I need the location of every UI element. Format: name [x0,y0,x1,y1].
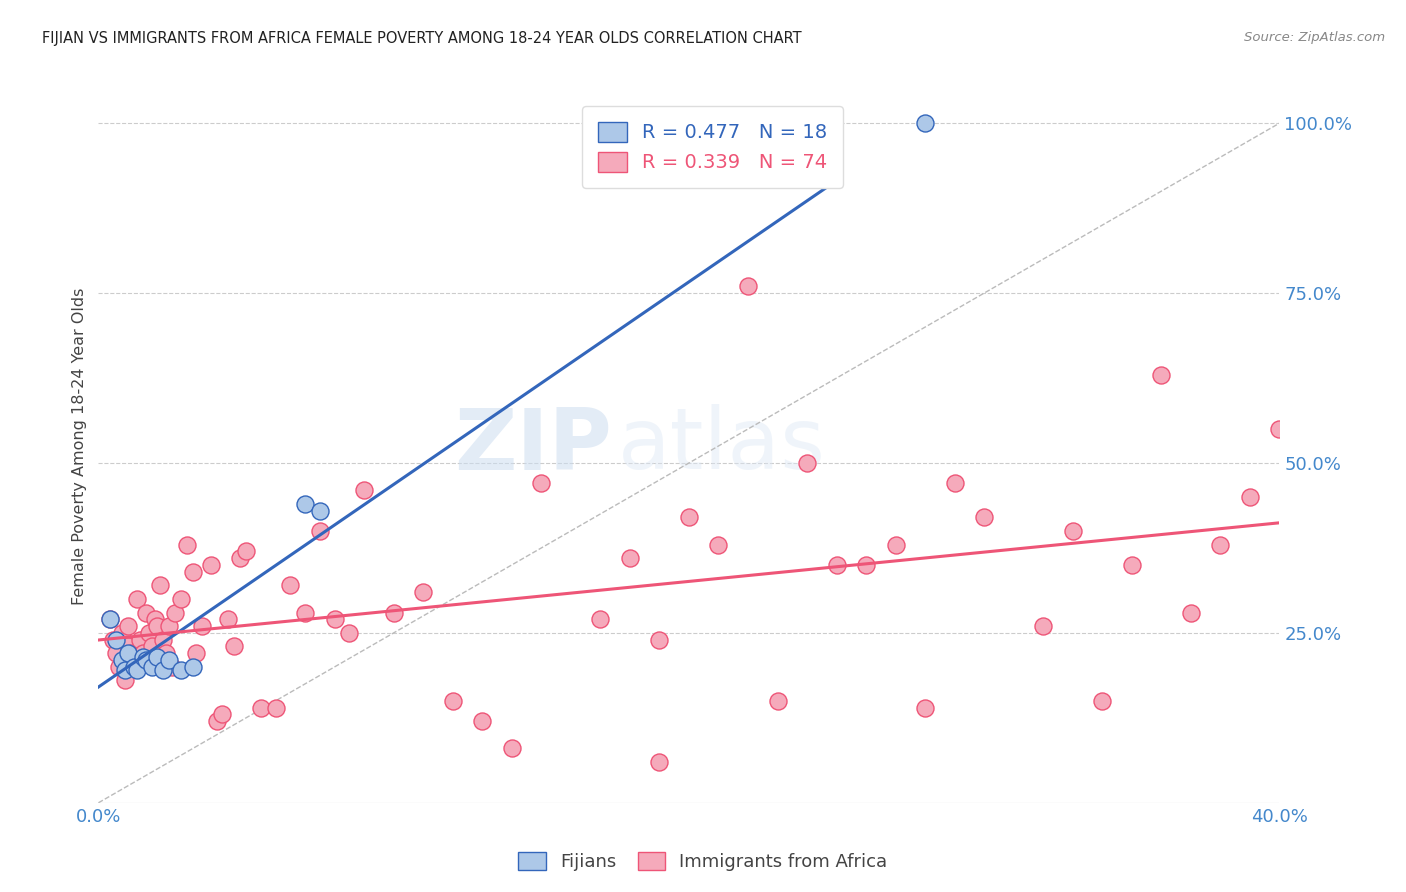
Point [141,640,163,654]
Text: atlas: atlas [619,404,827,488]
Point [914,116,936,130]
Point [278,578,302,592]
Point [441,694,464,708]
Point [141,660,163,674]
Point [135,606,157,620]
Text: FIJIAN VS IMMIGRANTS FROM AFRICA FEMALE POVERTY AMONG 18-24 YEAR OLDS CORRELATIO: FIJIAN VS IMMIGRANTS FROM AFRICA FEMALE … [42,31,801,46]
Y-axis label: Female Poverty Among 18-24 Year Olds: Female Poverty Among 18-24 Year Olds [72,287,87,605]
Point [855,558,877,572]
Point [111,626,134,640]
Point [382,606,405,620]
Point [181,565,204,579]
Point [1121,558,1143,572]
Point [165,606,187,620]
Point [117,646,139,660]
Point [162,660,183,674]
Point [1032,619,1054,633]
Point [117,619,139,633]
Legend: R = 0.477   N = 18, R = 0.339   N = 74: R = 0.477 N = 18, R = 0.339 N = 74 [582,106,844,188]
Point [152,663,174,677]
Point [309,503,332,517]
Point [914,700,936,714]
Point [1180,606,1202,620]
Point [589,612,612,626]
Point [114,673,136,688]
Point [146,619,169,633]
Point [184,646,207,660]
Point [737,279,759,293]
Point [264,700,287,714]
Point [235,544,257,558]
Point [132,649,155,664]
Point [1091,694,1114,708]
Point [619,551,641,566]
Point [149,578,172,592]
Point [125,591,148,606]
Point [114,663,136,677]
Point [111,653,134,667]
Point [157,619,180,633]
Point [884,537,907,551]
Point [122,653,145,667]
Point [103,632,125,647]
Point [98,612,121,626]
Point [155,646,177,660]
Point [796,456,818,470]
Point [471,714,494,729]
Point [707,537,730,551]
Point [205,714,228,729]
Point [250,700,273,714]
Point [135,653,157,667]
Point [98,612,121,626]
Point [170,591,193,606]
Point [152,632,174,647]
Point [825,558,848,572]
Point [132,646,155,660]
Point [128,632,150,647]
Point [309,524,332,538]
Point [138,626,160,640]
Legend: Fijians, Immigrants from Africa: Fijians, Immigrants from Africa [512,845,894,879]
Point [294,497,316,511]
Point [157,653,180,667]
Point [1062,524,1084,538]
Point [105,632,128,647]
Point [117,640,139,654]
Point [217,612,239,626]
Point [412,585,434,599]
Point [170,663,193,677]
Point [530,476,553,491]
Point [973,510,995,524]
Point [108,660,131,674]
Point [146,649,169,664]
Point [1239,490,1261,504]
Point [1268,422,1291,436]
Point [943,476,966,491]
Point [105,646,128,660]
Point [122,660,145,674]
Point [211,707,233,722]
Point [501,741,523,756]
Point [648,632,671,647]
Point [648,755,671,769]
Point [229,551,252,566]
Point [678,510,700,524]
Point [323,612,346,626]
Text: Source: ZipAtlas.com: Source: ZipAtlas.com [1244,31,1385,45]
Point [176,537,198,551]
Point [766,694,789,708]
Point [200,558,222,572]
Point [143,612,166,626]
Point [120,646,142,660]
Point [181,660,204,674]
Point [337,626,360,640]
Point [294,606,316,620]
Point [1150,368,1173,382]
Point [1209,537,1232,551]
Text: ZIP: ZIP [454,404,612,488]
Point [224,640,246,654]
Point [353,483,375,498]
Point [125,663,148,677]
Point [191,619,214,633]
